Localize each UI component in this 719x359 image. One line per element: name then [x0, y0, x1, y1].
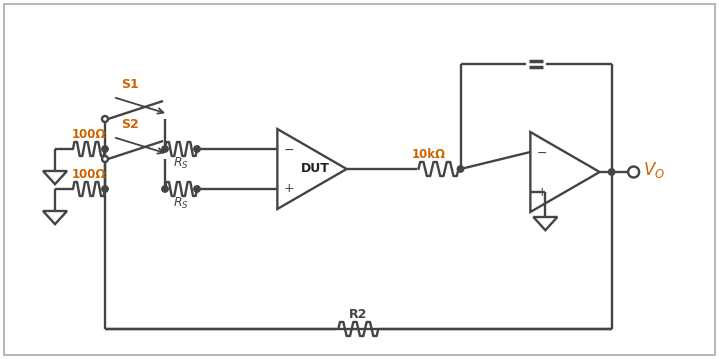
- Circle shape: [102, 156, 108, 162]
- Circle shape: [194, 146, 200, 152]
- Circle shape: [102, 116, 108, 122]
- Text: DUT: DUT: [301, 163, 329, 176]
- Text: 100Ω: 100Ω: [72, 129, 106, 141]
- Text: $+$: $+$: [283, 182, 294, 196]
- Circle shape: [102, 186, 108, 192]
- Circle shape: [628, 167, 639, 177]
- Circle shape: [162, 146, 168, 152]
- Text: R2: R2: [349, 308, 367, 322]
- Text: S2: S2: [121, 117, 139, 131]
- Text: $R_S$: $R_S$: [173, 155, 189, 171]
- Text: $-$: $-$: [283, 143, 294, 155]
- Circle shape: [608, 169, 615, 175]
- Circle shape: [162, 186, 168, 192]
- Text: $V_O$: $V_O$: [643, 160, 664, 180]
- Text: $R_S$: $R_S$: [173, 195, 189, 210]
- Circle shape: [194, 186, 200, 192]
- Text: 100Ω: 100Ω: [72, 168, 106, 182]
- Text: $-$: $-$: [536, 145, 547, 159]
- Text: $+$: $+$: [536, 186, 547, 199]
- Circle shape: [457, 166, 464, 172]
- Circle shape: [102, 146, 108, 152]
- Text: S1: S1: [121, 78, 139, 90]
- Text: 10kΩ: 10kΩ: [411, 149, 446, 162]
